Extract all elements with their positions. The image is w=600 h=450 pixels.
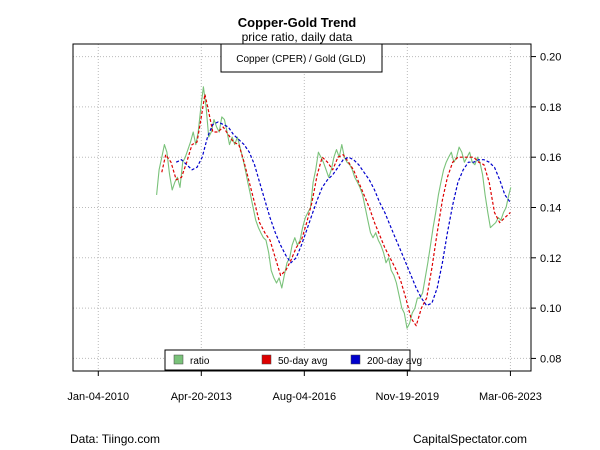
x-tick-label: Mar-06-2023 xyxy=(479,391,542,403)
x-tick-label: Jan-04-2010 xyxy=(67,391,129,403)
legend-swatch xyxy=(173,354,184,365)
legend-label: 200-day avg xyxy=(367,356,422,367)
footer-site: CapitalSpectator.com xyxy=(412,432,527,446)
legend-box xyxy=(164,349,411,371)
x-tick-label: Nov-19-2019 xyxy=(376,391,440,403)
series-line-50-day-avg xyxy=(161,93,511,327)
legend: ratio 50-day avg 200-day avg xyxy=(164,349,422,371)
y-tick-label: 0.18 xyxy=(540,102,561,114)
chart-title: Copper-Gold Trend xyxy=(238,15,357,30)
legend-label: 50-day avg xyxy=(278,356,327,367)
grid xyxy=(73,44,531,371)
x-tick-label: Apr-20-2013 xyxy=(171,391,232,403)
legend-swatch xyxy=(350,354,361,365)
y-tick-label: 0.12 xyxy=(540,253,561,265)
series-line-ratio xyxy=(156,86,512,329)
inset-label: Copper (CPER) / Gold (GLD) xyxy=(236,54,365,65)
legend-label: ratio xyxy=(190,356,210,367)
series-layer xyxy=(156,86,512,329)
axes: 0.08 0.10 0.12 0.14 0.16 0.18 0.20 Jan-04-2010 A… xyxy=(67,52,561,403)
x-tick-label: Aug-04-2016 xyxy=(273,391,337,403)
legend-swatch xyxy=(261,354,272,365)
chart-subtitle: price ratio, daily data xyxy=(242,30,353,44)
y-tick-label: 0.20 xyxy=(540,52,561,64)
y-tick-label: 0.10 xyxy=(540,303,561,315)
y-tick-label: 0.14 xyxy=(540,203,561,215)
inset-label-box: Copper (CPER) / Gold (GLD) xyxy=(220,43,383,73)
footer-source: Data: Tiingo.com xyxy=(70,432,161,446)
series-line-200-day-avg xyxy=(175,121,511,307)
y-tick-label: 0.08 xyxy=(540,353,561,365)
y-tick-label: 0.16 xyxy=(540,152,561,164)
